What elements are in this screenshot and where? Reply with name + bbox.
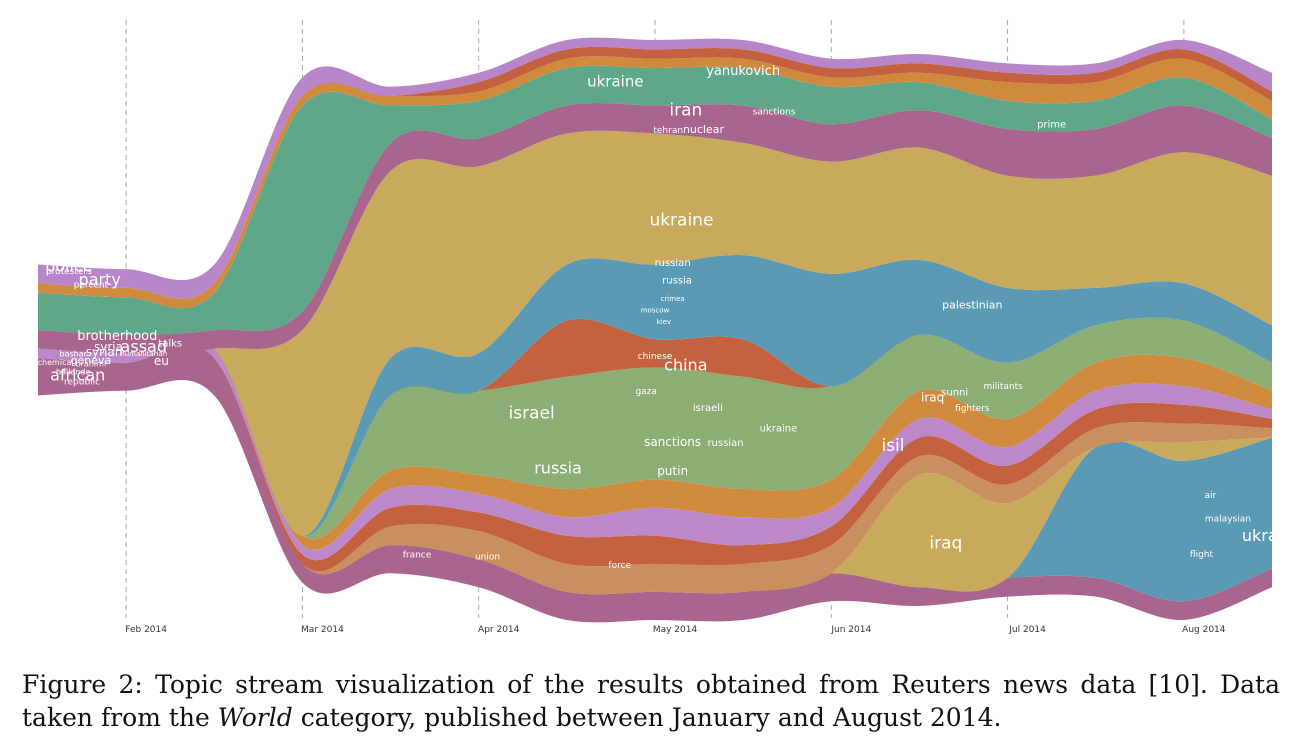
stream-layer-k <box>38 130 1272 536</box>
streamgraph-chart: policeprotesterspartypercentbrotherhoodt… <box>38 20 1290 635</box>
topic-word: syria <box>94 340 123 354</box>
stream-layer-l <box>38 103 1272 354</box>
caption-prefix: Figure 2: Topic stream visualization of … <box>22 670 1280 732</box>
topic-word: humanitarian <box>120 350 167 358</box>
stream-layer-n <box>38 56 1272 309</box>
topic-word: putin <box>657 464 688 478</box>
topic-word: isil <box>881 436 904 456</box>
topic-word: flight <box>1190 550 1214 560</box>
topic-word: republic <box>64 377 100 387</box>
topic-word: palestinian <box>942 298 1002 311</box>
topic-word: protesters <box>46 267 92 277</box>
x-tick-label: Mar 2014 <box>301 625 344 635</box>
topic-word: ukraine <box>760 424 798 435</box>
topic-word: moscow <box>641 307 670 315</box>
x-axis-ticks: Feb 2014 Mar 2014 Apr 2014 May 2014 Jun 2014… <box>125 625 1226 635</box>
streamgraph-figure: police protesters party percent brotherhood t… <box>38 20 1290 635</box>
topic-word: brotherhood <box>77 329 157 344</box>
caption-suffix: category, published between January and … <box>292 703 1002 732</box>
topic-word: israel <box>509 404 555 424</box>
x-tick-label: Jul 2014 <box>1008 625 1046 635</box>
topic-word: sanctions <box>753 108 796 118</box>
stream-layer-i <box>38 317 1272 537</box>
topic-word: militants <box>984 382 1024 392</box>
stream-layer-m <box>38 65 1272 335</box>
topic-word: african <box>50 366 105 385</box>
topic-word: syrian <box>86 345 123 359</box>
topic-word: talks <box>158 338 182 349</box>
topic-word: party <box>79 270 121 289</box>
topic-word: union <box>475 552 500 562</box>
topic-word: brahimi <box>76 359 107 368</box>
topic-word: fighters <box>955 404 990 414</box>
topic-word: russia <box>534 458 582 477</box>
stream-layer-d <box>38 335 1272 550</box>
topic-word: assad <box>121 337 167 356</box>
topic-word: ukraine <box>1242 526 1290 545</box>
topic-word: police <box>45 256 92 275</box>
topic-word: ukraine <box>649 211 713 231</box>
stream-layers <box>38 37 1272 623</box>
stream-layer-c <box>38 335 1272 561</box>
x-tick-label: Feb 2014 <box>125 625 167 635</box>
topic-word: tehran <box>653 126 683 136</box>
topic-word: iraq <box>921 390 944 404</box>
topic-word: kiev <box>657 318 671 326</box>
topic-word: chemical <box>38 358 74 367</box>
topic-word: prime <box>1037 119 1066 130</box>
stream-layer-j <box>38 254 1272 537</box>
topic-word: yanukovich <box>706 64 780 79</box>
stream-layer-f <box>38 344 1272 623</box>
topic-word: geneva <box>71 354 112 367</box>
x-tick-label: Jun 2014 <box>830 625 871 635</box>
topic-word: ukraine <box>587 72 643 90</box>
topic-words: policeprotesterspartypercentbrotherhoodt… <box>38 64 1290 571</box>
topic-word: russian <box>707 438 743 449</box>
topic-word: france <box>403 551 432 561</box>
topic-word: crimea <box>661 295 685 303</box>
topic-word: sanctions <box>644 435 701 449</box>
topic-word: eu <box>154 354 169 368</box>
topic-word: sunni <box>941 387 968 398</box>
stream-layer-g <box>38 344 1272 602</box>
topic-word: bashar <box>60 350 88 359</box>
topic-word: israeli <box>693 403 723 414</box>
topic-word: gaza <box>635 387 656 397</box>
topic-word: iran <box>669 100 702 120</box>
topic-word: percent <box>74 280 109 290</box>
stream-layer-h <box>38 344 1272 595</box>
topic-word: hollande <box>56 368 90 377</box>
x-tick-label: Apr 2014 <box>478 625 520 635</box>
topic-word: force <box>608 561 631 571</box>
caption-category: World <box>217 703 293 732</box>
topic-word: nuclear <box>683 123 725 136</box>
topic-word: iraq <box>929 534 962 554</box>
topic-word: air <box>1204 491 1216 501</box>
figure-caption: Figure 2: Topic stream visualization of … <box>22 668 1280 734</box>
topic-word: chinese <box>638 352 673 362</box>
topic-word: malaysian <box>1205 515 1251 525</box>
stream-layer-e <box>38 317 1272 540</box>
topic-word: russian <box>655 258 691 269</box>
x-tick-label: Aug 2014 <box>1182 625 1226 635</box>
topic-word: russia <box>662 276 692 287</box>
topic-word: china <box>664 356 707 375</box>
x-tick-label: May 2014 <box>653 625 698 635</box>
